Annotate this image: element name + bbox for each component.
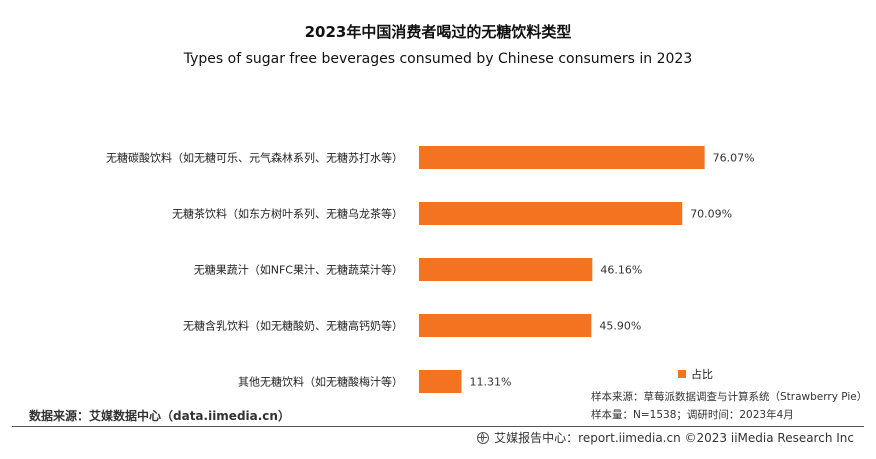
- category-label: 无糖果蔬汁（如NFC果汁、无糖蔬菜汁等）: [194, 263, 403, 277]
- category-label: 无糖茶饮料（如东方树叶系列、无糖乌龙茶等）: [172, 207, 403, 221]
- sample-size-note: 样本量：N=1538；调研时间：2023年4月: [591, 409, 794, 421]
- footer-divider: [12, 426, 864, 427]
- bar: [419, 258, 593, 281]
- chart-title: 2023年中国消费者喝过的无糖饮料类型: [304, 23, 572, 41]
- value-label: 11.31%: [469, 376, 511, 389]
- footer: 艾媒报告中心：report.iimedia.cn ©2023 iiMedia R…: [477, 429, 854, 446]
- chart-subtitle: Types of sugar free beverages consumed b…: [183, 51, 693, 67]
- value-label: 76.07%: [713, 152, 755, 165]
- value-label: 46.16%: [600, 264, 642, 277]
- legend-label: 占比: [691, 368, 713, 381]
- legend-swatch: [678, 370, 686, 378]
- value-label: 45.90%: [599, 320, 641, 333]
- footer-text: 艾媒报告中心：report.iimedia.cn ©2023 iiMedia R…: [494, 431, 854, 445]
- category-label: 其他无糖饮料（如无糖酸梅汁等）: [238, 375, 403, 389]
- bar: [419, 314, 592, 337]
- bar: [419, 370, 462, 393]
- sample-source-note: 样本来源：草莓派数据调查与计算系统（Strawberry Pie）: [591, 391, 868, 403]
- legend: 占比: [678, 366, 713, 382]
- category-label: 无糖含乳饮料（如无糖酸奶、无糖高钙奶等）: [183, 319, 403, 333]
- globe-icon: [477, 431, 490, 444]
- category-label: 无糖碳酸饮料（如无糖可乐、元气森林系列、无糖苏打水等）: [106, 151, 403, 165]
- data-source: 数据来源：艾媒数据中心（data.iimedia.cn）: [29, 409, 290, 423]
- bar: [419, 146, 705, 169]
- value-label: 70.09%: [690, 208, 732, 221]
- bar: [419, 202, 683, 225]
